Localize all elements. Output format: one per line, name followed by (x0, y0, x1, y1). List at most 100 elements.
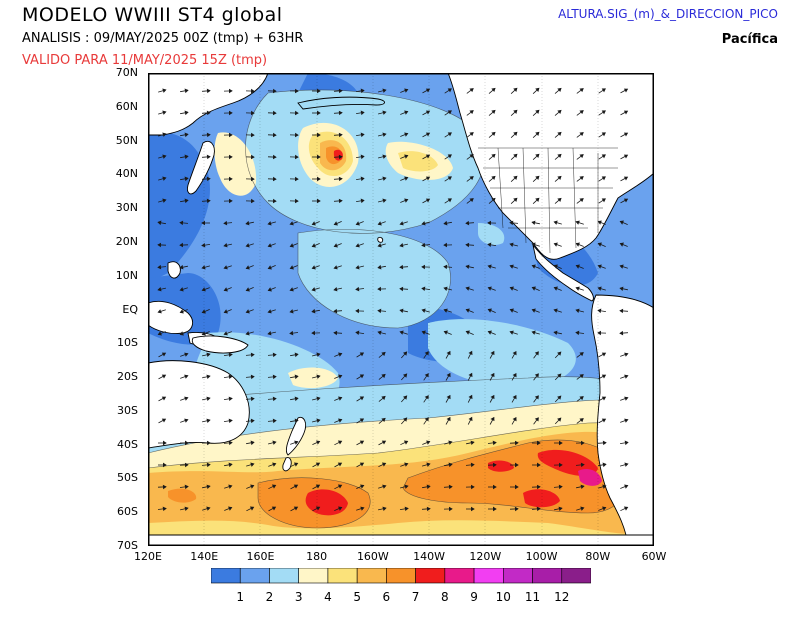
direction-arrow-head (289, 243, 294, 248)
direction-arrow-head (465, 286, 470, 291)
direction-arrow-head (355, 221, 360, 226)
direction-arrow-head (377, 286, 382, 292)
direction-arrow-head (490, 372, 495, 378)
direction-arrow-head (531, 330, 536, 335)
direction-arrow-head (601, 110, 606, 115)
direction-arrow-head (272, 418, 277, 424)
direction-arrow-head (293, 506, 299, 511)
colorbar-swatch (211, 568, 241, 584)
lat-label: 40S (117, 437, 138, 451)
direction-arrow-head (490, 416, 495, 422)
direction-arrow-head (355, 286, 360, 292)
direction-arrow-head (311, 221, 316, 226)
direction-arrow-head (294, 418, 299, 424)
direction-arrow-head (184, 132, 189, 138)
direction-arrow-head (289, 265, 294, 270)
direction-arrow-head (250, 154, 255, 160)
direction-arrow-head (623, 198, 629, 203)
direction-arrow-head (206, 176, 211, 182)
direction-arrow-head (469, 154, 474, 159)
direction-arrow-head (272, 396, 277, 402)
antarctica (148, 534, 654, 546)
direction-arrow-head (514, 462, 519, 468)
lon-label: 120W (469, 550, 502, 563)
direction-arrow-head (162, 440, 167, 446)
direction-arrow-head (421, 221, 426, 226)
graticule (203, 73, 599, 546)
direction-arrow-head (157, 331, 162, 336)
direction-arrow-head (531, 286, 536, 291)
direction-arrow-head (580, 440, 585, 446)
colorbar-label: 2 (265, 590, 274, 604)
direction-arrow-head (425, 110, 431, 115)
lat-label: 10S (117, 336, 138, 350)
variable-name: ALTURA.SIG_(m)_&_DIRECCION_PICO (558, 7, 778, 21)
direction-arrow-head (184, 462, 189, 468)
direction-arrow-head (447, 110, 452, 115)
north-america (447, 73, 654, 260)
lat-label: 30N (115, 201, 138, 215)
direction-arrow-head (624, 396, 629, 401)
direction-arrow-head (448, 484, 453, 490)
direction-arrow-head (534, 351, 539, 356)
direction-arrow-head (355, 265, 360, 270)
direction-arrow-head (425, 88, 431, 93)
direction-arrow-head (360, 176, 365, 182)
map-title: MODELO WWIII ST4 global (22, 4, 283, 26)
direction-arrow-head (579, 418, 584, 423)
wave-band-9m (578, 469, 602, 486)
direction-arrow-head (294, 110, 299, 116)
direction-arrow-head (360, 88, 365, 94)
direction-arrow-head (206, 154, 211, 160)
direction-arrow-head (553, 264, 558, 269)
direction-arrow-head (162, 132, 167, 137)
direction-arrow-head (448, 440, 453, 445)
direction-arrow-head (601, 132, 606, 137)
direction-arrow-head (421, 242, 426, 248)
direction-arrow-head (316, 418, 321, 423)
direction-arrow-head (579, 374, 584, 379)
direction-arrow-head (294, 88, 299, 94)
direction-arrow-head (404, 462, 409, 467)
direction-arrow-head (179, 331, 184, 336)
direction-arrow-head (465, 308, 470, 313)
direction-arrow-head (250, 198, 255, 204)
direction-arrow-head (535, 197, 540, 203)
lat-label: 70N (115, 66, 138, 79)
direction-arrow-head (201, 220, 205, 226)
direction-arrow-head (619, 308, 624, 314)
direction-arrow-head (382, 154, 387, 159)
direction-arrow-head (162, 462, 167, 468)
direction-arrow-head (250, 396, 255, 402)
direction-arrow-head (623, 132, 629, 137)
direction-arrow-head (157, 309, 162, 314)
direction-arrow-head (184, 506, 189, 511)
direction-arrow-head (338, 352, 343, 357)
direction-arrow-head (355, 243, 360, 248)
direction-arrow-head (553, 286, 558, 291)
direction-arrow-head (425, 176, 431, 181)
direction-arrow-head (272, 440, 277, 445)
direction-arrow-head (425, 198, 431, 203)
direction-arrow-head (624, 462, 629, 467)
direction-arrow-head (272, 132, 277, 138)
direction-arrow-head (557, 131, 562, 136)
direction-arrow-head (294, 154, 299, 160)
direction-arrow-head (289, 221, 294, 226)
direction-arrow-head (355, 308, 360, 314)
direction-arrow-head (575, 308, 580, 313)
direction-arrow-head (360, 154, 365, 160)
direction-arrow-head (359, 462, 365, 467)
direction-arrow-head (513, 87, 518, 93)
direction-arrow-head (272, 176, 277, 182)
direction-arrow-head (223, 265, 228, 270)
lon-label: 120E (134, 550, 162, 563)
direction-arrow-head (201, 287, 206, 292)
direction-arrow-head (624, 418, 629, 423)
direction-arrow-head (448, 462, 453, 468)
colorbar-swatch (444, 568, 475, 584)
direction-arrow-head (360, 198, 365, 204)
direction-arrow-head (206, 462, 211, 468)
direction-arrow-head (446, 372, 451, 378)
direction-arrow-head (250, 88, 255, 94)
